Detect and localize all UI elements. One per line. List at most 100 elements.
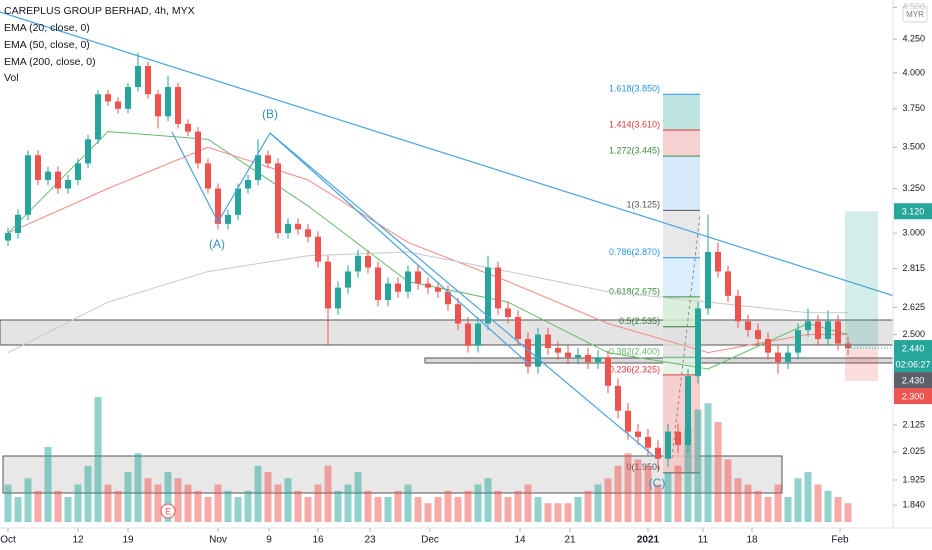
fib-band — [663, 94, 700, 131]
volume-bar — [684, 428, 692, 522]
volume-bar — [534, 497, 542, 522]
candle-body — [465, 323, 471, 346]
volume-bar — [544, 503, 552, 522]
volume-bar — [34, 490, 42, 522]
volume-bar — [804, 472, 812, 522]
currency-box[interactable] — [902, 5, 928, 23]
y-tick-label: 2.815 — [902, 263, 925, 273]
candle-body — [455, 304, 461, 324]
volume-bar — [234, 497, 242, 522]
candle-body — [325, 261, 331, 309]
candle-body — [395, 283, 401, 292]
volume-bar — [454, 497, 462, 522]
candle-body — [475, 323, 481, 346]
y-tick-label: 2.500 — [902, 329, 925, 339]
volume-bar — [124, 472, 132, 522]
volume-bar — [214, 484, 222, 522]
price-tag — [894, 340, 932, 357]
y-tick-label: 3.750 — [902, 103, 925, 113]
price-tag-label: 2.430 — [902, 375, 925, 385]
abc-wave — [171, 131, 656, 458]
indicator: EMA (200, close, 0) — [4, 56, 96, 68]
x-tick-label: 2021 — [637, 535, 660, 546]
chart-title: CAREPLUS GROUP BERHAD, 4h, MYX — [4, 5, 195, 17]
volume-bar — [774, 484, 782, 522]
x-tick-label: 19 — [122, 535, 134, 546]
volume-bar — [764, 497, 772, 522]
candle-body — [815, 321, 821, 340]
volume — [4, 397, 852, 522]
volume-bar — [314, 484, 322, 522]
volume-bar — [434, 497, 442, 522]
x-tick-label: 12 — [72, 535, 84, 546]
volume-bar — [274, 484, 282, 522]
volume-bar — [614, 465, 622, 522]
volume-bar — [244, 490, 252, 522]
fib-band — [663, 357, 700, 375]
trend-line — [0, 11, 932, 309]
candle-body — [125, 87, 131, 109]
candle-body — [625, 410, 631, 432]
candle-body — [65, 180, 71, 189]
candle-body — [435, 287, 441, 292]
volume-bar — [154, 484, 162, 522]
volume-bar — [264, 472, 272, 522]
candle-body — [205, 163, 211, 189]
y-tick-label: 2.025 — [902, 446, 925, 456]
candle-body — [795, 330, 801, 353]
earnings-marker[interactable] — [160, 503, 176, 519]
candle-body — [155, 94, 161, 117]
candle-body — [735, 295, 741, 322]
candle-body — [145, 66, 151, 95]
candle-body — [35, 155, 41, 181]
earnings-label[interactable]: E — [165, 506, 171, 516]
volume-bar — [354, 472, 362, 522]
candle-body — [725, 271, 731, 296]
candle-body — [535, 334, 541, 367]
volume-bar — [114, 490, 122, 522]
volume-bar — [634, 459, 642, 522]
candle-body — [105, 94, 111, 102]
volume-bar — [414, 497, 422, 522]
loss-zone — [845, 348, 878, 381]
y-tick-label: 4.500 — [902, 2, 925, 12]
candle-body — [335, 287, 341, 309]
indicator: EMA (50, close, 0) — [4, 39, 90, 51]
zone — [0, 319, 894, 346]
candle-body — [675, 431, 681, 445]
volume-bar — [304, 497, 312, 522]
volume-bar — [4, 484, 12, 522]
candle-body — [845, 343, 851, 349]
volume-bar — [374, 497, 382, 522]
volume-bar — [134, 453, 142, 522]
fib-label: 0(1.950) — [626, 462, 660, 472]
volume-bar — [224, 490, 232, 522]
candle-body — [835, 321, 841, 344]
candle-body — [45, 171, 51, 181]
candle-body — [115, 101, 121, 109]
volume-bar — [44, 447, 52, 522]
y-tick-label: 4.000 — [902, 67, 925, 77]
position-tool — [845, 211, 893, 381]
volume-bar — [254, 465, 262, 522]
price-tag-label: 2.300 — [902, 391, 925, 401]
volume-bar — [704, 403, 712, 522]
x-tick-label: Feb — [831, 535, 849, 546]
volume-bar — [324, 465, 332, 522]
volume-bar — [554, 503, 562, 522]
currency[interactable]: MYR — [906, 10, 924, 19]
volume-bar — [654, 484, 662, 522]
candle-body — [25, 155, 31, 215]
wave-label: (C) — [649, 476, 666, 490]
candle-body — [505, 308, 511, 318]
volume-bar — [74, 484, 82, 522]
fib-label: 1.414(3.610) — [609, 119, 660, 129]
y-tick-label: 4.250 — [902, 34, 925, 44]
candle-body — [5, 233, 11, 241]
volume-bar — [724, 459, 732, 522]
volume-bar — [714, 422, 722, 522]
candle-body — [55, 171, 61, 189]
volume-bar — [294, 490, 302, 522]
candle-body — [245, 180, 251, 189]
